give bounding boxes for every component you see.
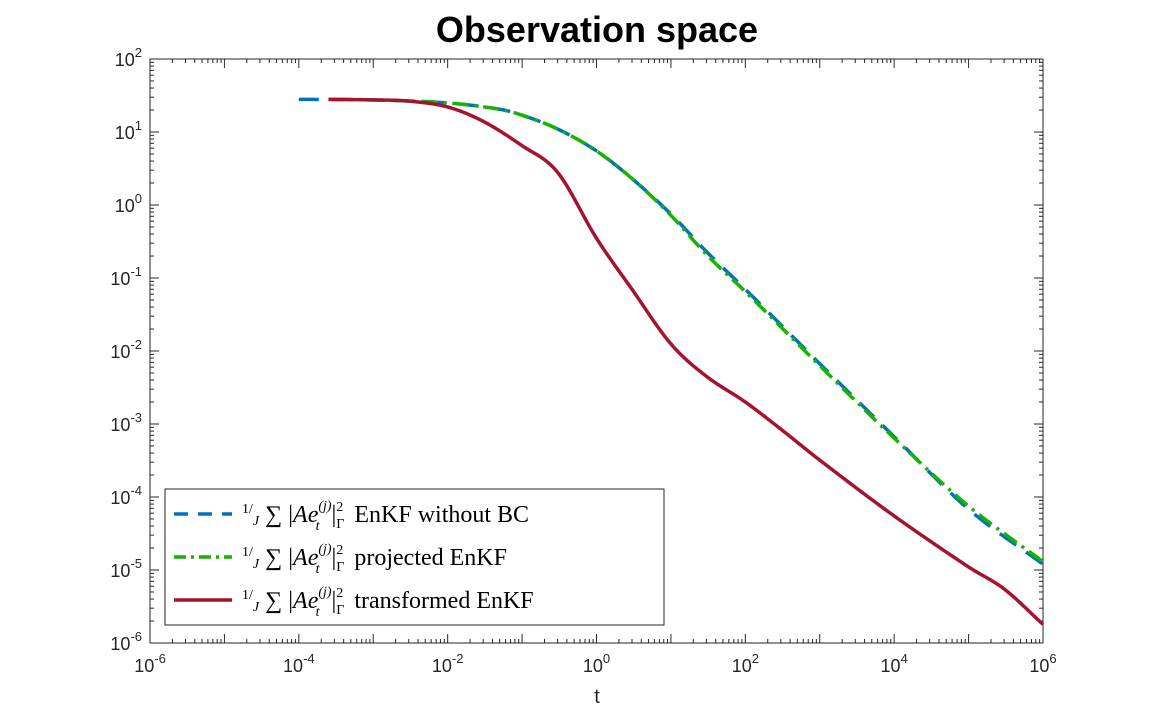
chart-title: Observation space xyxy=(436,9,758,50)
series-lines xyxy=(298,97,1045,626)
legend-box xyxy=(164,488,665,626)
y-tick-label: 10-5 xyxy=(110,556,142,581)
x-tick-label: 10-2 xyxy=(432,651,464,676)
legend-label-2: 1/J ∑ |Ae(j) t |2 Γ projected EnKF xyxy=(242,542,507,577)
x-tick-labels: 10-6 10-4 10-2 100 102 104 106 xyxy=(134,651,1056,676)
y-tick-label: 100 xyxy=(115,191,142,216)
y-tick-label: 10-3 xyxy=(110,410,142,435)
series-line-3 xyxy=(328,97,1045,626)
series-line-2 xyxy=(328,97,1045,564)
x-axis-label: t xyxy=(594,686,600,708)
legend-label-1: 1/J ∑ |Ae(j) t |2 Γ EnKF without BC xyxy=(242,499,529,534)
legend: 1/J ∑ |Ae(j) t |2 Γ EnKF without BC 1/J ∑ |A… xyxy=(164,488,665,626)
y-tick-label: 101 xyxy=(115,118,142,143)
minor-ticks xyxy=(150,59,1043,643)
major-ticks xyxy=(149,58,1044,644)
x-tick-label: 10-4 xyxy=(283,651,315,676)
x-tick-label: 104 xyxy=(881,651,908,676)
x-tick-label: 10-6 xyxy=(134,651,166,676)
legend-label-3: 1/J ∑ |Ae(j) t |2 Γ transformed EnKF xyxy=(242,585,534,620)
y-tick-label: 102 xyxy=(115,45,142,70)
y-tick-label: 10-6 xyxy=(110,629,142,654)
x-tick-label: 102 xyxy=(732,651,759,676)
y-tick-label: 10-4 xyxy=(110,483,142,508)
x-tick-label: 106 xyxy=(1029,651,1056,676)
x-tick-label: 100 xyxy=(583,651,610,676)
y-tick-label: 10-2 xyxy=(110,337,142,362)
y-tick-labels: 10-6 10-5 10-4 10-3 10-2 10-1 100 101 102 xyxy=(110,45,142,654)
y-tick-label: 10-1 xyxy=(110,264,142,289)
